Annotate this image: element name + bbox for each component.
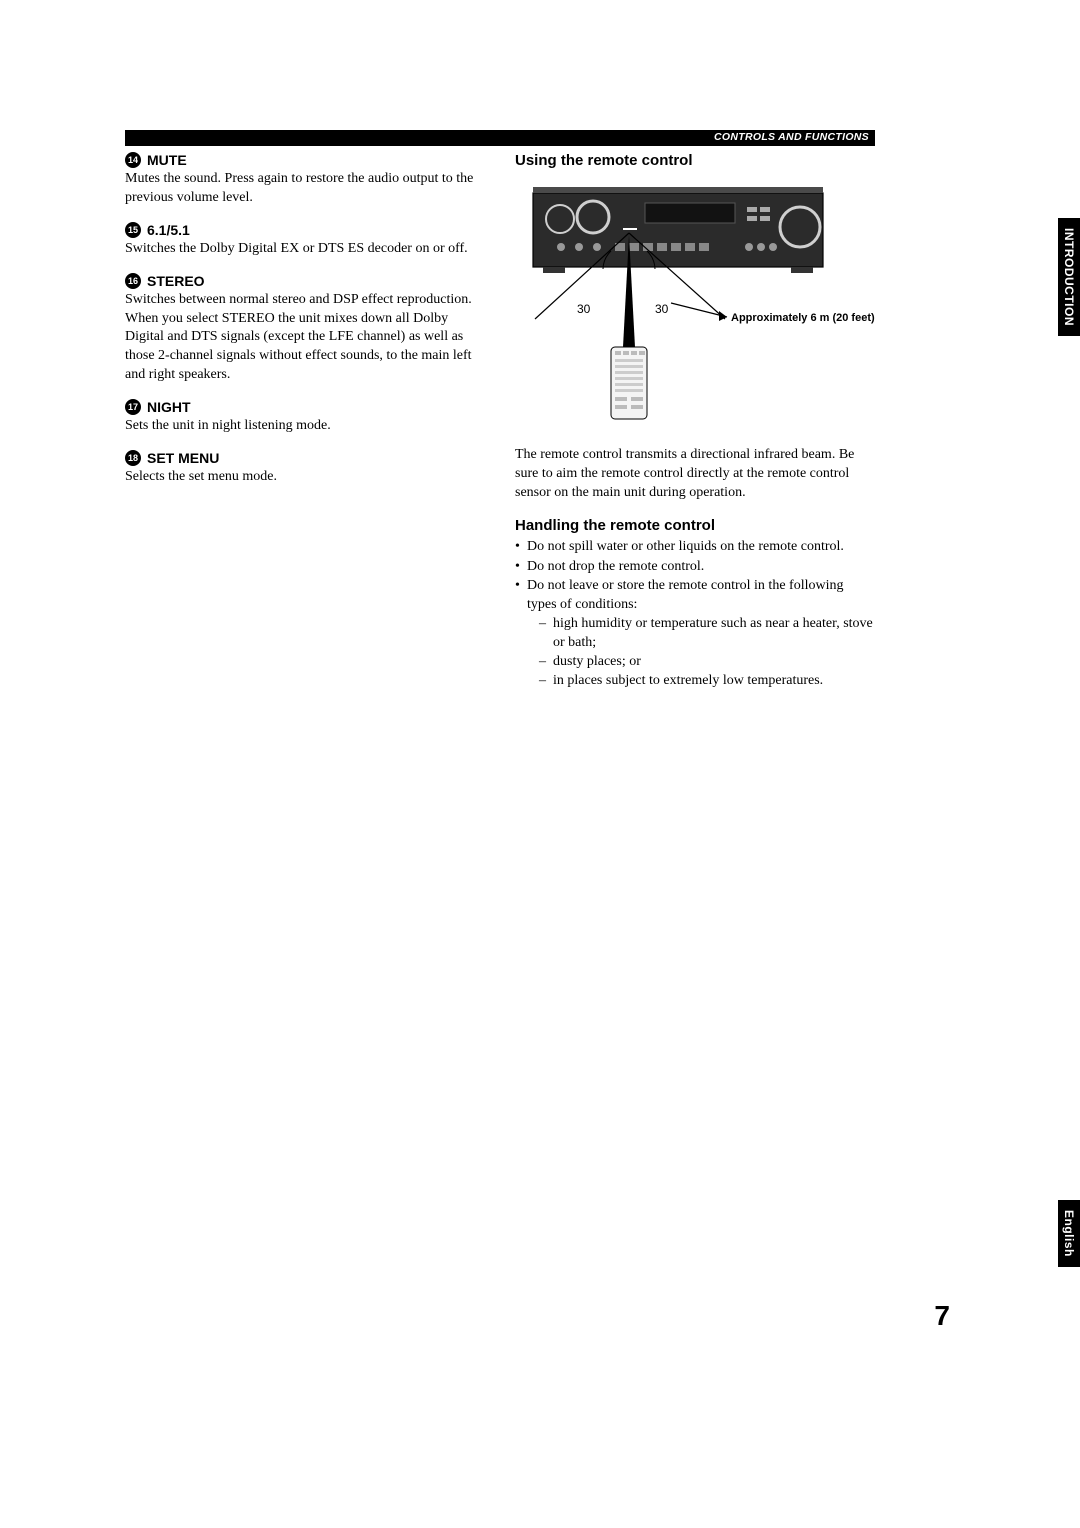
circled-number-icon: 16 [125,273,141,289]
handling-sublist: high humidity or temperature such as nea… [527,615,875,691]
list-item: Do not drop the remote control. [515,558,875,577]
using-remote-body: The remote control transmits a direction… [515,446,875,503]
right-column: Using the remote control [515,152,875,692]
list-item: in places subject to extremely low tempe… [539,672,875,691]
circled-number-icon: 15 [125,222,141,238]
control-item: 17 NIGHT Sets the unit in night listenin… [125,399,485,436]
side-tab-introduction: INTRODUCTION [1058,218,1080,336]
range-label: Approximately 6 m (20 feet) [731,312,875,324]
circled-number-icon: 17 [125,399,141,415]
angle-left-label: 30 [577,302,591,316]
side-tab-language: English [1058,1200,1080,1267]
using-remote-heading: Using the remote control [515,152,875,169]
left-column: 14 MUTE Mutes the sound. Press again to … [125,152,485,692]
control-title: STEREO [147,273,205,289]
control-title: SET MENU [147,450,219,466]
control-title: 6.1/5.1 [147,222,190,238]
control-title: MUTE [147,152,187,168]
list-item: Do not leave or store the remote control… [515,577,875,690]
control-body: Selects the set menu mode. [125,468,485,487]
circled-number-icon: 14 [125,152,141,168]
control-item: 15 6.1/5.1 Switches the Dolby Digital EX… [125,222,485,259]
control-title: NIGHT [147,399,191,415]
circled-number-icon: 18 [125,450,141,466]
control-item: 18 SET MENU Selects the set menu mode. [125,450,485,487]
list-item: dusty places; or [539,653,875,672]
control-item: 16 STEREO Switches between normal stereo… [125,273,485,385]
handling-bullet-list: Do not spill water or other liquids on t… [515,538,875,691]
remote-diagram: 30 30 Approximately 6 m (20 feet) [515,173,875,430]
list-item: Do not spill water or other liquids on t… [515,538,875,557]
section-header-label: CONTROLS AND FUNCTIONS [714,131,869,143]
angle-right-label: 30 [655,302,669,316]
control-body: Switches between normal stereo and DSP e… [125,291,485,385]
handling-remote-heading: Handling the remote control [515,517,875,534]
page-number: 7 [934,1300,950,1332]
control-body: Switches the Dolby Digital EX or DTS ES … [125,240,485,259]
section-header-bar: CONTROLS AND FUNCTIONS [125,130,875,146]
control-item: 14 MUTE Mutes the sound. Press again to … [125,152,485,208]
control-body: Sets the unit in night listening mode. [125,417,485,436]
list-item: high humidity or temperature such as nea… [539,615,875,653]
control-body: Mutes the sound. Press again to restore … [125,170,485,208]
